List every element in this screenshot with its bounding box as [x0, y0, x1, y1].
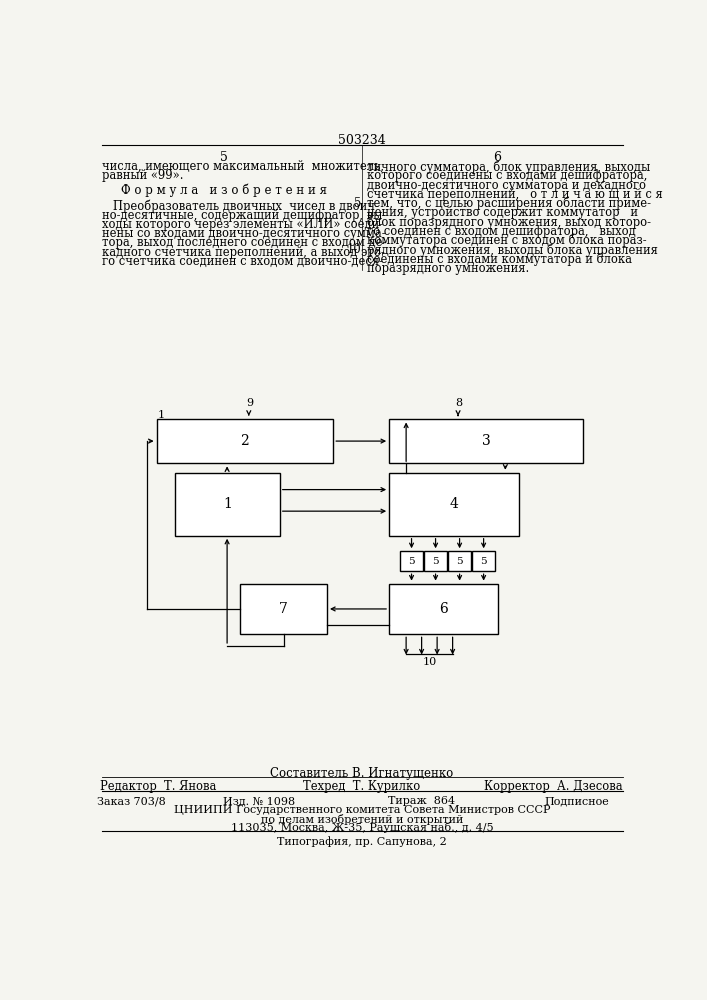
Text: соединены с входами коммутатора и блока: соединены с входами коммутатора и блока [368, 252, 632, 266]
Text: рядного умножения, выходы блока управления: рядного умножения, выходы блока управлен… [368, 243, 658, 257]
Text: 503234: 503234 [338, 134, 386, 147]
Text: 2: 2 [240, 434, 250, 448]
Text: 9: 9 [247, 398, 254, 408]
Text: Изд. № 1098: Изд. № 1098 [223, 796, 295, 806]
Text: 10: 10 [346, 243, 361, 256]
Text: 3: 3 [481, 434, 491, 448]
Text: го счетчика соединен с входом двоично-деся-: го счетчика соединен с входом двоично-де… [103, 255, 383, 268]
Text: 8: 8 [456, 398, 463, 408]
Bar [448, 551, 472, 571]
Text: 113035, Москва, Ж-35, Раушская наб., д. 4/5: 113035, Москва, Ж-35, Раушская наб., д. … [230, 822, 493, 833]
Text: 1: 1 [158, 410, 165, 420]
Bar [175, 473, 280, 536]
Text: тичного сумматора, блок управления, выходы: тичного сумматора, блок управления, выхо… [368, 160, 650, 174]
Text: 1: 1 [223, 497, 232, 511]
Text: Преобразователь двоичных  чисел в двоич-: Преобразователь двоичных чисел в двоич- [103, 199, 379, 213]
Text: блок поразрядного умножения, выход которо-: блок поразрядного умножения, выход котор… [368, 215, 651, 229]
Text: 10: 10 [422, 657, 436, 667]
Bar [472, 551, 495, 571]
Bar [400, 551, 423, 571]
Text: 4: 4 [450, 497, 459, 511]
Text: ЦНИИПИ Государственного комитета Совета Министров СССР: ЦНИИПИ Государственного комитета Совета … [174, 805, 550, 815]
Text: 5: 5 [354, 197, 361, 210]
Text: 7: 7 [279, 602, 288, 616]
Text: нены со входами двоично-десятичного сумма-: нены со входами двоично-десятичного сумм… [103, 227, 386, 240]
Text: которого соединены с входами дешифратора,: которого соединены с входами дешифратора… [368, 169, 648, 182]
Text: по делам изобретений и открытий: по делам изобретений и открытий [261, 814, 463, 825]
Text: Редактор  Т. Янова: Редактор Т. Янова [100, 780, 216, 793]
Bar [424, 551, 448, 571]
Text: 5: 5 [408, 557, 415, 566]
Text: числа, имеющего максимальный  множитель,: числа, имеющего максимальный множитель, [103, 160, 385, 173]
Text: Корректор  А. Дзесова: Корректор А. Дзесова [484, 780, 623, 793]
Text: Ф о р м у л а   и з о б р е т е н и я: Ф о р м у л а и з о б р е т е н и я [121, 184, 327, 197]
Text: 6: 6 [439, 602, 448, 616]
Text: Заказ 703/8: Заказ 703/8 [97, 796, 165, 806]
Text: го соединен с входом дешифратора,   выход: го соединен с входом дешифратора, выход [368, 225, 636, 238]
Text: 5: 5 [480, 557, 487, 566]
Bar [156, 419, 333, 463]
Text: Типография, пр. Сапунова, 2: Типография, пр. Сапунова, 2 [277, 836, 447, 847]
Text: Подписное: Подписное [544, 796, 609, 806]
Text: поразрядного умножения.: поразрядного умножения. [368, 262, 530, 275]
Text: нения, устройство содержит коммутатор   и: нения, устройство содержит коммутатор и [368, 206, 638, 219]
Text: равный «99».: равный «99». [103, 169, 184, 182]
Text: коммутатора соединен с входом блока пораз-: коммутатора соединен с входом блока пора… [368, 234, 647, 247]
Bar [389, 419, 583, 463]
Text: двоично-десятичного сумматора и декадного: двоично-десятичного сумматора и декадног… [368, 179, 646, 192]
Bar [389, 473, 519, 536]
Text: тем, что, с целью расширения области приме-: тем, что, с целью расширения области при… [368, 197, 651, 211]
Text: кадного счетчика переполнений, а выход это-: кадного счетчика переполнений, а выход э… [103, 246, 385, 259]
Text: счетчика переполнений,   о т л и ч а ю щ и й с я: счетчика переполнений, о т л и ч а ю щ и… [368, 188, 663, 201]
Text: 5: 5 [456, 557, 463, 566]
Text: Тираж  864: Тираж 864 [388, 796, 455, 806]
Text: Техред  Т. Курилко: Техред Т. Курилко [303, 780, 421, 793]
Text: Составитель В. Игнатущенко: Составитель В. Игнатущенко [270, 767, 454, 780]
Bar [240, 584, 327, 634]
Text: 6: 6 [493, 151, 501, 164]
Bar [389, 584, 498, 634]
Text: 5: 5 [432, 557, 439, 566]
Text: ходы которого через элементы «ИЛИ» соеди-: ходы которого через элементы «ИЛИ» соеди… [103, 218, 383, 231]
Text: тора, выход последнего соединен с входом де-: тора, выход последнего соединен с входом… [103, 236, 387, 249]
Text: но-десятичные, содержащий дешифратор, вы-: но-десятичные, содержащий дешифратор, вы… [103, 209, 387, 222]
Text: 5: 5 [220, 151, 228, 164]
